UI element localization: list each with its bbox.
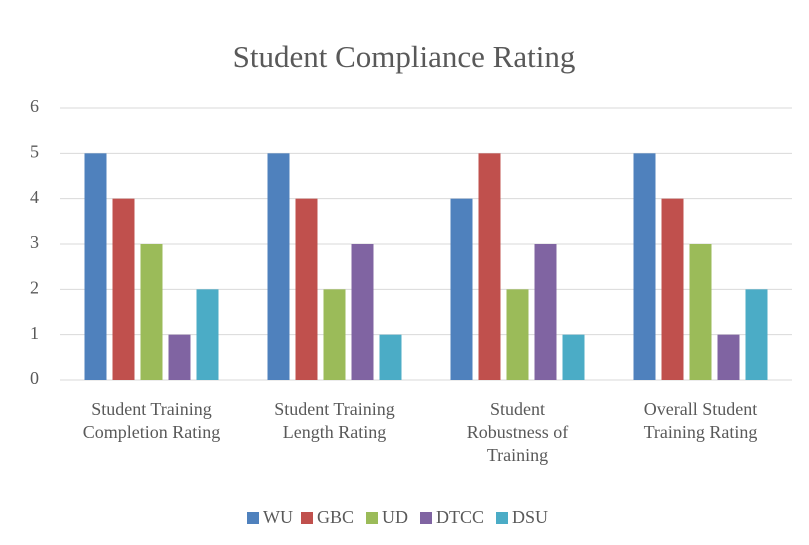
bar bbox=[661, 198, 684, 380]
y-tick-label: 6 bbox=[30, 96, 39, 116]
legend-label: DSU bbox=[512, 507, 548, 527]
bar bbox=[168, 334, 191, 380]
legend-label: UD bbox=[382, 507, 408, 527]
x-tick-label: Student Robustness of Training bbox=[466, 399, 569, 465]
bar bbox=[534, 244, 557, 380]
legend-label: GBC bbox=[317, 507, 354, 527]
x-tick-label: Student Training Length Rating bbox=[274, 399, 395, 442]
y-tick-label: 1 bbox=[30, 323, 39, 343]
bar bbox=[323, 289, 346, 380]
bar bbox=[478, 153, 501, 380]
legend-swatch bbox=[420, 512, 432, 524]
bar bbox=[267, 153, 290, 380]
chart-title: Student Compliance Rating bbox=[233, 39, 576, 74]
bar bbox=[562, 334, 585, 380]
legend-swatch bbox=[301, 512, 313, 524]
bar bbox=[745, 289, 768, 380]
bar bbox=[633, 153, 656, 380]
legend-swatch bbox=[247, 512, 259, 524]
x-tick-label: Student Training Completion Rating bbox=[82, 399, 221, 442]
legend-label: WU bbox=[263, 507, 293, 527]
bar bbox=[351, 244, 374, 380]
y-tick-label: 5 bbox=[30, 141, 39, 161]
legend-swatch bbox=[366, 512, 378, 524]
bar bbox=[506, 289, 529, 380]
bar bbox=[689, 244, 712, 380]
bar bbox=[112, 198, 135, 380]
y-tick-label: 4 bbox=[30, 187, 39, 207]
bar bbox=[140, 244, 163, 380]
y-tick-label: 0 bbox=[30, 368, 39, 388]
y-tick-label: 2 bbox=[30, 277, 39, 297]
x-tick-label: Overall Student Training Rating bbox=[643, 399, 758, 442]
bar bbox=[295, 198, 318, 380]
y-tick-label: 3 bbox=[30, 232, 39, 252]
legend-swatch bbox=[496, 512, 508, 524]
bar bbox=[717, 334, 740, 380]
bar bbox=[196, 289, 219, 380]
bar bbox=[379, 334, 402, 380]
bar bbox=[84, 153, 107, 380]
legend-label: DTCC bbox=[436, 507, 484, 527]
bar bbox=[450, 198, 473, 380]
